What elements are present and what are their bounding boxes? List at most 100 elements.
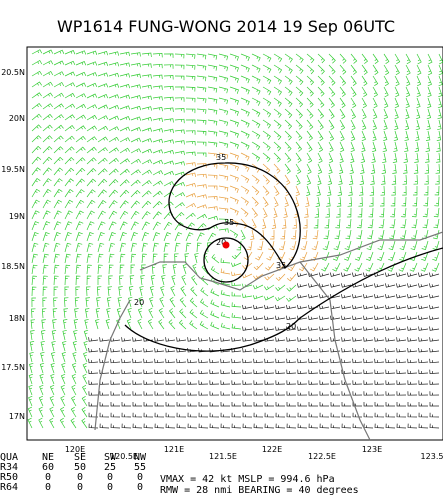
wind-barb	[240, 108, 250, 117]
wind-barb	[196, 75, 207, 82]
wind-barb	[242, 326, 253, 331]
wind-barb	[119, 83, 131, 89]
wind-barb	[29, 341, 35, 352]
wind-barb	[307, 294, 319, 299]
wind-barb	[229, 196, 239, 205]
wind-barb	[370, 174, 375, 185]
wind-barb	[251, 185, 260, 196]
wind-barb	[108, 210, 118, 220]
wind-barb	[130, 253, 137, 264]
wind-barb	[251, 53, 261, 62]
wind-barb	[152, 253, 158, 264]
wind-barb	[296, 294, 308, 299]
wind-barb	[382, 152, 387, 164]
wind-barb	[38, 417, 44, 429]
wind-barb	[42, 167, 52, 176]
wind-barb	[152, 63, 163, 69]
wind-barb	[273, 152, 281, 163]
wind-barb	[86, 50, 98, 56]
wind-barb	[64, 103, 76, 110]
wind-barb	[306, 86, 314, 97]
wind-barb	[163, 170, 175, 176]
wind-barb	[336, 207, 341, 218]
wind-barb	[108, 168, 119, 176]
wind-barb	[163, 232, 172, 242]
wind-barb	[196, 223, 207, 231]
wind-barb	[305, 185, 311, 197]
wind-barb	[86, 253, 93, 264]
wind-barb	[108, 62, 120, 67]
wind-barb	[370, 163, 376, 174]
coastline	[94, 231, 443, 441]
wind-barb	[341, 402, 351, 407]
wind-barb	[297, 326, 308, 331]
wind-barb	[273, 64, 283, 74]
wind-barb	[286, 315, 297, 321]
wind-barb	[328, 64, 336, 75]
wind-barb	[39, 384, 44, 396]
table-cell: 0	[77, 472, 83, 483]
wind-barb	[407, 369, 418, 374]
wind-barb	[298, 262, 308, 272]
wind-barb	[88, 337, 99, 342]
wind-barb	[361, 141, 366, 153]
wind-barb	[275, 402, 285, 407]
wind-barb	[381, 163, 387, 174]
wind-barb	[220, 369, 231, 374]
wind-barb	[319, 358, 330, 364]
wind-barb	[121, 369, 132, 374]
wind-barb	[339, 119, 346, 131]
wind-barb	[341, 358, 352, 364]
wind-barb	[251, 130, 261, 140]
wind-barb	[352, 304, 363, 310]
wind-barb	[143, 380, 154, 385]
wind-barb	[163, 64, 174, 69]
wind-barb	[53, 156, 64, 165]
wind-barb	[429, 391, 440, 396]
wind-barb	[429, 326, 440, 331]
wind-barb	[278, 240, 286, 251]
wind-barb	[207, 174, 218, 180]
wind-barb	[328, 86, 336, 97]
wind-barb	[84, 318, 89, 330]
wind-barb	[132, 369, 143, 374]
wind-barb	[437, 119, 442, 131]
wind-barb	[394, 64, 400, 76]
wind-barb	[295, 174, 301, 186]
wind-barb	[284, 119, 293, 130]
wind-barb	[97, 242, 105, 253]
wind-barb	[99, 358, 110, 364]
wind-barb	[275, 326, 286, 331]
wind-barb	[75, 50, 87, 55]
wind-barb	[196, 141, 207, 147]
wind-barb	[143, 412, 154, 418]
wind-barb	[407, 402, 417, 407]
wind-barb	[317, 174, 322, 186]
wind-barb	[332, 262, 341, 272]
wind-barb	[185, 86, 196, 92]
wind-barb	[168, 319, 176, 330]
wind-barb	[251, 218, 257, 230]
wind-barb	[185, 162, 196, 167]
wind-barb	[53, 135, 64, 143]
wind-barb	[163, 242, 170, 253]
wind-barb	[372, 64, 379, 75]
wind-barb	[152, 159, 164, 165]
wind-barb	[97, 115, 109, 121]
wind-barb	[130, 264, 135, 274]
wind-barb	[97, 200, 107, 209]
wind-barb	[64, 71, 76, 77]
wind-barb	[119, 147, 130, 154]
wind-barb	[240, 64, 250, 73]
wind-barb	[423, 185, 429, 196]
wind-barb	[350, 75, 357, 86]
wind-barb	[196, 232, 205, 242]
wind-barb	[374, 391, 385, 396]
wind-barb	[198, 391, 209, 396]
wind-barb	[315, 196, 321, 207]
wind-barb	[418, 412, 429, 418]
wind-barb	[415, 130, 420, 141]
wind-barb	[42, 92, 53, 99]
wind-barb	[396, 315, 407, 321]
wind-barb	[411, 218, 418, 229]
